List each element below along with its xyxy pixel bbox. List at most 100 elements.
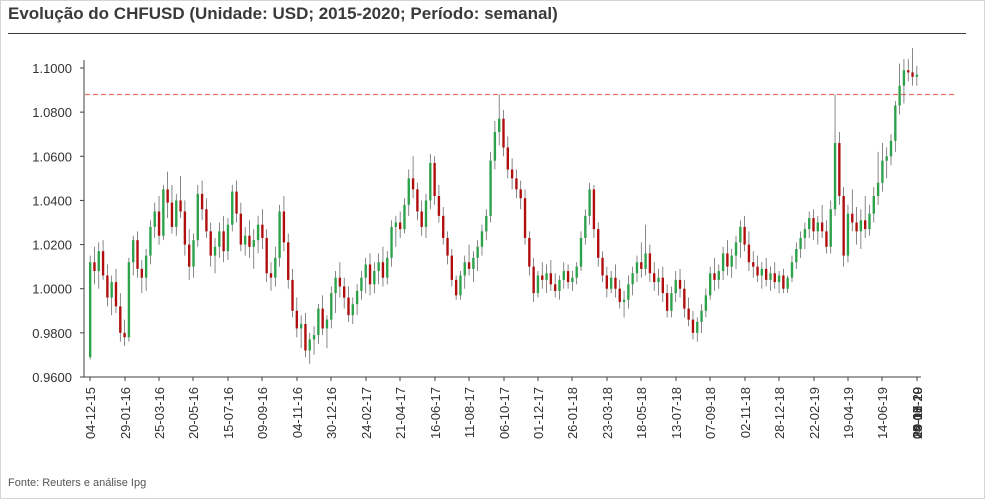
candle-body-up <box>575 266 578 278</box>
x-tick-label: 16-06-17 <box>428 387 443 439</box>
candle-body-up <box>231 191 234 225</box>
candle-body-up <box>760 268 764 276</box>
candle <box>299 315 303 349</box>
candle <box>588 182 591 225</box>
x-tick-label: 29-01-16 <box>118 387 133 439</box>
candle <box>661 266 664 302</box>
candle-body-up <box>721 253 725 272</box>
candle <box>773 262 776 289</box>
candle <box>287 233 290 289</box>
candle <box>911 48 914 86</box>
candle-body-down <box>691 319 695 333</box>
candle-body-down <box>347 297 350 316</box>
candle-body-down <box>820 222 824 232</box>
candle <box>545 264 548 294</box>
candle <box>691 310 695 340</box>
candle <box>265 229 268 283</box>
candle <box>536 271 540 298</box>
candle-body-up <box>769 273 772 280</box>
candle-body-up <box>325 319 329 329</box>
candle-body-down <box>601 257 604 276</box>
candle <box>635 255 639 283</box>
candle <box>752 251 755 278</box>
candle-body-up <box>795 248 798 263</box>
candle-body-up <box>902 70 906 86</box>
candle-body-down <box>235 191 238 214</box>
candle-body-up <box>545 273 548 280</box>
candle-body-down <box>773 273 776 283</box>
candle <box>213 237 217 274</box>
candle-body-up <box>808 218 811 230</box>
candle <box>657 268 660 296</box>
candle-body-up <box>386 257 389 278</box>
candle <box>730 248 733 278</box>
candle <box>851 189 854 232</box>
candle-body-up <box>192 240 195 267</box>
candle <box>183 200 187 256</box>
candle-body-down <box>532 266 535 294</box>
candle <box>153 202 156 238</box>
x-tick-label: 02-11-18 <box>738 387 753 438</box>
candle-body-down <box>605 275 609 289</box>
candle-body-down <box>187 244 191 267</box>
candle <box>700 304 703 333</box>
candle-body-down <box>553 284 557 291</box>
candle-body-down <box>597 229 600 258</box>
candle <box>269 262 273 291</box>
x-tick-label: 24-01-20 <box>910 387 925 439</box>
candle-body-down <box>93 262 96 272</box>
candle <box>312 326 316 355</box>
candle <box>683 279 686 318</box>
candle <box>541 262 544 289</box>
candle-body-down <box>343 286 346 298</box>
candle-body-up <box>132 240 135 263</box>
candle-body-up <box>631 273 634 285</box>
candle <box>506 136 509 179</box>
candle-body-down <box>752 262 755 267</box>
candle-body-down <box>812 218 815 232</box>
candle-body-down <box>398 222 402 230</box>
candle-body-up <box>162 189 165 236</box>
candle <box>209 222 212 267</box>
candle-body-down <box>179 200 182 212</box>
candle <box>566 264 570 289</box>
candle-body-down <box>157 211 161 236</box>
candle-body-down <box>416 189 419 212</box>
candle <box>863 196 867 238</box>
candle-body-up <box>708 273 712 296</box>
candle <box>454 275 458 300</box>
candle <box>777 271 781 294</box>
candle <box>769 266 772 291</box>
candle-body-down <box>183 211 187 245</box>
candle-body-down <box>640 262 643 269</box>
candle-body-up <box>472 257 475 269</box>
candle <box>825 220 828 254</box>
candle-body-up <box>734 242 738 256</box>
candle <box>549 260 553 291</box>
candle-body-down <box>653 273 656 283</box>
candle <box>373 262 376 294</box>
candle <box>592 184 596 238</box>
candle-body-up <box>498 118 501 133</box>
candle-body-up <box>476 246 479 258</box>
candle-body-up <box>846 213 850 256</box>
candle-body-up <box>459 275 462 296</box>
candle <box>609 271 613 294</box>
candle <box>782 268 785 294</box>
x-tick-label: 25-03-16 <box>152 387 167 439</box>
candle <box>597 222 600 267</box>
x-tick-label: 04-11-16 <box>290 387 305 438</box>
candle <box>308 332 311 364</box>
candle-body-down <box>170 202 174 227</box>
candle <box>450 248 454 287</box>
x-tick-label: 22-02-19 <box>807 387 822 439</box>
candle <box>907 59 910 82</box>
candle <box>390 220 393 267</box>
candle <box>795 242 798 269</box>
candle <box>119 293 122 342</box>
candle <box>855 207 858 245</box>
candle <box>894 101 897 152</box>
candle <box>627 275 630 309</box>
candle-body-up <box>149 226 152 256</box>
